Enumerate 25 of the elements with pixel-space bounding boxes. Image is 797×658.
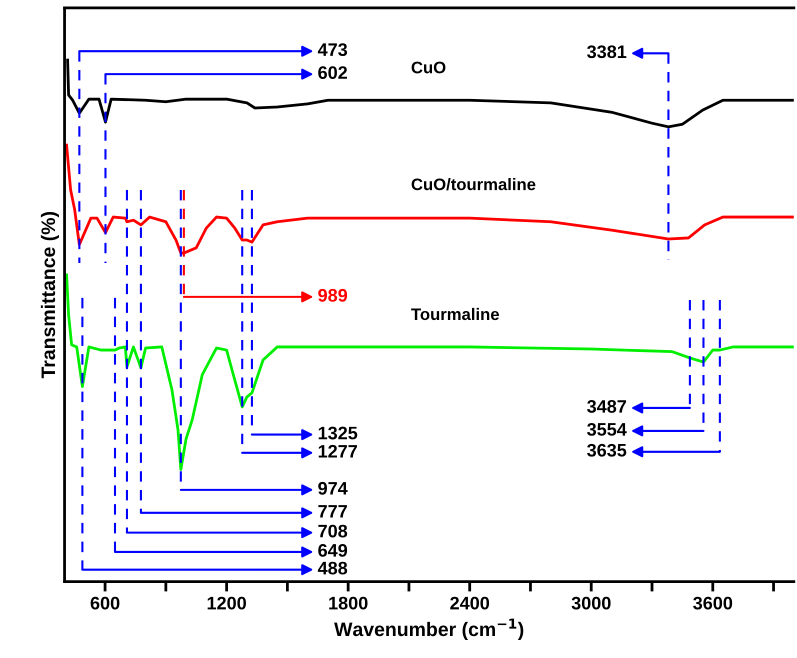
ref-line-label: 708 [318, 524, 348, 538]
ref-line-label: 777 [318, 505, 347, 518]
ref-line-label: 3487 [587, 400, 626, 413]
ref-line-label: 1325 [318, 426, 358, 440]
x-tick-label: 2400 [450, 596, 490, 610]
x-tick-label: 1800 [329, 596, 368, 610]
x-axis-title: Wavenumber (cm$^{−1}$) [334, 618, 524, 640]
ref-line-label: 488 [318, 562, 348, 575]
x-tick-label: 3600 [693, 596, 732, 610]
ref-line-label: 1277 [318, 444, 357, 458]
y-axis-title: Transmittance (%) [40, 212, 59, 378]
x-tick-label: 1200 [208, 596, 246, 610]
ref-line-label: 602 [318, 66, 348, 79]
x-tick-label: 3000 [572, 596, 611, 610]
series-label: Tourmaline [411, 308, 499, 320]
ref-line-label: 473 [318, 43, 348, 56]
ref-line-label: 3635 [587, 444, 626, 457]
ref-line-label: 3381 [587, 45, 626, 58]
ref-line-label: 649 [318, 544, 348, 557]
ref-line-label: 3554 [587, 422, 627, 436]
series-label: CuO/tourmaline [412, 178, 536, 190]
x-tick-label: 600 [90, 596, 120, 610]
ref-line-label: 989 [318, 288, 348, 302]
series-label: CuO [412, 62, 446, 74]
ref-line-label: 974 [318, 482, 348, 495]
